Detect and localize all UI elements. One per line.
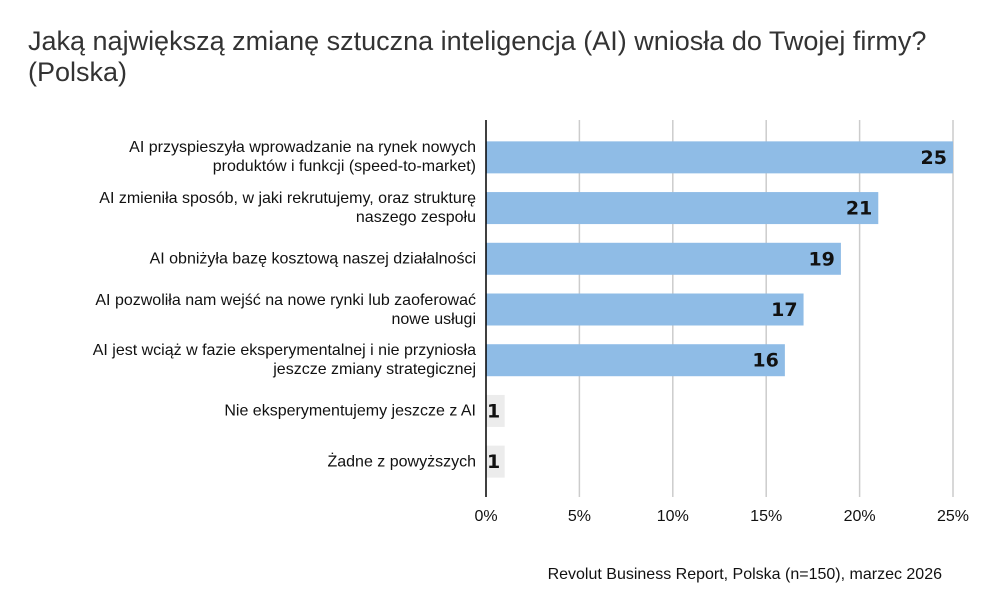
x-tick-label: 20% <box>844 508 876 525</box>
value-label: 17 <box>771 299 797 321</box>
x-tick-label: 5% <box>568 508 591 525</box>
category-label: AI pozwoliła nam wejść na nowe rynki lub… <box>95 291 476 328</box>
value-label: 25 <box>921 147 947 169</box>
category-label: Żadne z powyższych <box>327 453 476 471</box>
bar <box>486 445 505 478</box>
x-tick-label: 25% <box>937 508 969 525</box>
bar <box>486 242 841 275</box>
category-label: AI jest wciąż w fazie eksperymentalnej i… <box>92 342 476 379</box>
value-label: 21 <box>846 198 872 220</box>
bar <box>486 192 879 225</box>
category-label: AI zmieniła sposób, w jaki rekrutujemy, … <box>99 190 476 227</box>
category-label: AI przyspieszyła wprowadzanie na rynek n… <box>129 139 476 176</box>
value-label: 16 <box>752 350 778 372</box>
bar <box>486 344 785 377</box>
value-label: 1 <box>487 451 500 473</box>
x-tick-label: 15% <box>750 508 782 525</box>
value-label: 1 <box>487 400 500 422</box>
x-tick-label: 10% <box>657 508 689 525</box>
chart-title: Jaką największą zmianę sztuczna intelige… <box>28 26 927 87</box>
bar <box>486 394 505 427</box>
source-note: Revolut Business Report, Polska (n=150),… <box>547 566 942 583</box>
bar <box>486 293 804 326</box>
value-label: 19 <box>808 248 834 270</box>
category-label: Nie eksperymentujemy jeszcze z AI <box>224 402 476 420</box>
x-tick-label: 0% <box>474 508 497 525</box>
bar <box>486 141 953 174</box>
category-label: AI obniżyła bazę kosztową naszej działal… <box>149 250 476 268</box>
